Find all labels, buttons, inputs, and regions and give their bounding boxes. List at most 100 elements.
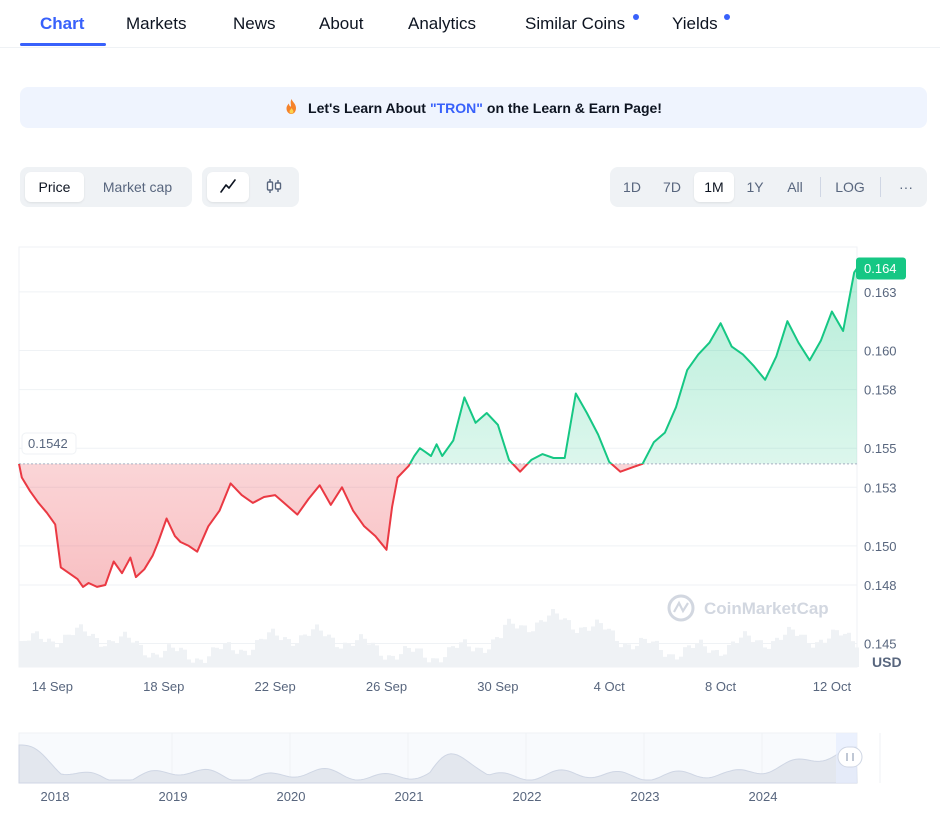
range-navigator[interactable]: 2018 2019 2020 2021 2022 2023 2024 (0, 730, 940, 829)
volume-bar (335, 647, 339, 667)
x-tick-label: 22 Sep (255, 679, 296, 694)
tab-similar-coins[interactable]: Similar Coins (525, 14, 626, 33)
volume-bar (403, 646, 407, 667)
learn-earn-banner[interactable]: Let's Learn About "TRON" on the Learn & … (20, 87, 927, 128)
volume-bar (151, 652, 155, 667)
tab-news[interactable]: News (233, 14, 276, 33)
volume-bar (711, 650, 715, 667)
more-options-button[interactable]: ··· (887, 172, 925, 202)
range-7d-button[interactable]: 7D (663, 179, 681, 195)
line-chart-button[interactable] (207, 172, 249, 202)
volume-bar (699, 639, 703, 667)
volume-bar (827, 638, 831, 667)
volume-bar (235, 653, 239, 667)
volume-bar (847, 632, 851, 667)
volume-bar (623, 643, 627, 667)
currency-unit: USD (872, 654, 902, 670)
volume-bar (579, 627, 583, 667)
volume-bar (279, 640, 283, 667)
log-scale-button[interactable]: LOG (835, 179, 865, 195)
y-tick-label: 0.148 (864, 578, 897, 593)
volume-bar (323, 636, 327, 667)
price-chart[interactable]: CoinMarketCap 0.1542 0.163 0.160 0.158 0.15… (0, 230, 940, 700)
volume-bar (491, 639, 495, 667)
volume-bar (383, 659, 387, 667)
volume-bar (547, 615, 551, 667)
market-cap-button[interactable]: Market cap (102, 179, 173, 195)
more-icon: ··· (899, 179, 913, 195)
volume-bar (739, 637, 743, 667)
metric-toggle: Price Market cap (20, 167, 192, 207)
volume-bar (595, 619, 599, 667)
volume-bar (479, 647, 483, 667)
price-button[interactable]: Price (25, 172, 84, 202)
volume-bar (91, 633, 95, 667)
tab-chart[interactable]: Chart (40, 14, 85, 33)
volume-bar (771, 641, 775, 667)
yields-new-dot (724, 14, 730, 20)
volume-bar (295, 643, 299, 667)
volume-bar (647, 643, 651, 667)
volume-bar (759, 640, 763, 667)
navigator-year-label: 2019 (159, 789, 188, 804)
volume-bar (651, 641, 655, 667)
navigator-year-label: 2018 (41, 789, 70, 804)
volume-bar (559, 619, 563, 667)
tab-analytics[interactable]: Analytics (408, 14, 477, 33)
range-1m-button[interactable]: 1M (694, 172, 734, 202)
volume-bar (531, 631, 535, 667)
candlestick-button[interactable] (253, 172, 295, 202)
watermark-text: CoinMarketCap (704, 599, 829, 618)
range-toggle: 1D 7D 1M 1Y All LOG ··· (610, 167, 927, 207)
volume-bar (675, 659, 679, 667)
volume-bar (783, 634, 787, 667)
volume-bar (367, 644, 371, 667)
price-line-down (18, 463, 644, 588)
y-tick-label: 0.153 (864, 480, 897, 495)
drag-handle-icon[interactable] (837, 746, 863, 768)
volume-bar (679, 656, 683, 667)
volume-bar (503, 624, 507, 667)
volume-bar (775, 637, 779, 667)
current-price-value: 0.164 (864, 261, 897, 276)
volume-bar (671, 654, 675, 667)
volume-bar (635, 645, 639, 667)
volume-bar (519, 625, 523, 667)
volume-bar (639, 637, 643, 667)
volume-bar (471, 651, 475, 667)
volume-bar (431, 658, 435, 667)
volume-bar (839, 635, 843, 667)
tab-yields[interactable]: Yields (672, 14, 718, 33)
volume-bar (207, 656, 211, 667)
volume-bar (227, 642, 231, 667)
volume-bar (391, 655, 395, 667)
log-separator (880, 177, 881, 197)
volume-bar (19, 641, 23, 667)
volume-bar (811, 647, 815, 667)
volume-bar (399, 654, 403, 667)
banner-highlight-link[interactable]: "TRON" (429, 99, 483, 116)
volume-bar (139, 644, 143, 667)
volume-bar (555, 613, 559, 667)
range-all-button[interactable]: All (787, 179, 803, 195)
range-1y-button[interactable]: 1Y (746, 179, 764, 195)
volume-bar (443, 657, 447, 667)
x-tick-label: 26 Sep (366, 679, 407, 694)
volume-bar (63, 634, 67, 667)
volume-bar (215, 647, 219, 667)
tab-about[interactable]: About (319, 14, 364, 33)
range-1d-button[interactable]: 1D (623, 179, 641, 195)
volume-bar (83, 631, 87, 667)
volume-bar (607, 628, 611, 667)
volume-bar (851, 641, 855, 667)
tab-markets[interactable]: Markets (126, 14, 187, 33)
volume-bar (67, 634, 71, 667)
volume-bar (147, 657, 151, 667)
volume-bar (299, 635, 303, 667)
volume-bar (195, 658, 199, 667)
volume-bar (575, 632, 579, 667)
volume-bar (423, 657, 427, 667)
x-tick-label: 12 Oct (813, 679, 852, 694)
volume-bar (167, 644, 171, 667)
volume-bar (567, 620, 571, 667)
